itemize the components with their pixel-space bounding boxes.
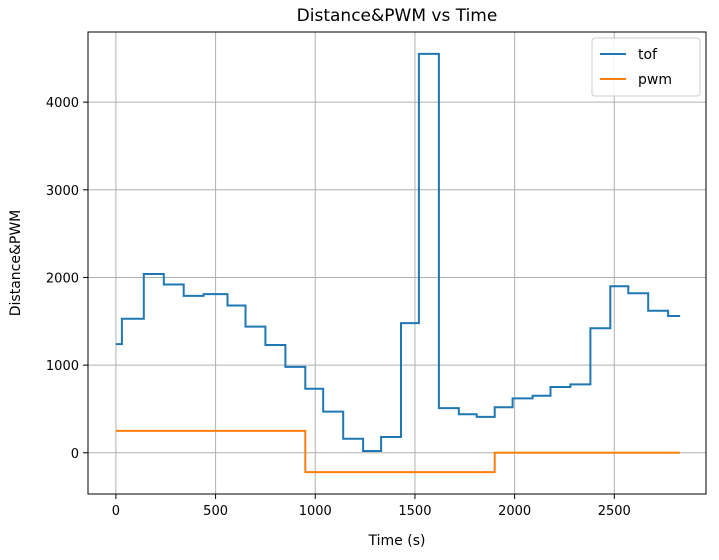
x-tick-label: 2000 <box>498 504 531 519</box>
legend-box <box>591 37 701 97</box>
x-axis-label: Time (s) <box>368 533 426 549</box>
plot-frame <box>87 31 707 495</box>
series-line-tof <box>115 52 681 452</box>
series-line-pwm <box>115 429 681 474</box>
x-tick-label: 2500 <box>598 504 631 519</box>
x-tick-label: 0 <box>112 504 120 519</box>
legend-label-pwm: pwm <box>638 72 672 88</box>
y-axis-label: Distance&PWM <box>8 210 24 317</box>
y-axis-ticks: 0 1000 2000 3000 4000 <box>46 96 88 462</box>
y-tick-label: 2000 <box>46 271 79 286</box>
y-tick-label: 0 <box>71 447 79 462</box>
x-axis-ticks: 0 500 1000 1500 2000 2500 <box>112 494 631 519</box>
legend-label-tof: tof <box>638 47 658 63</box>
y-tick-label: 4000 <box>46 96 79 111</box>
x-tick-label: 1000 <box>299 504 332 519</box>
chart-title: Distance&PWM vs Time <box>297 6 498 26</box>
y-tick-label: 3000 <box>46 184 79 199</box>
series-group <box>115 52 681 474</box>
y-tick-label: 1000 <box>46 359 79 374</box>
x-tick-label: 1500 <box>398 504 431 519</box>
x-tick-label: 500 <box>203 504 228 519</box>
legend: tof pwm <box>591 37 701 97</box>
grid <box>88 32 706 494</box>
